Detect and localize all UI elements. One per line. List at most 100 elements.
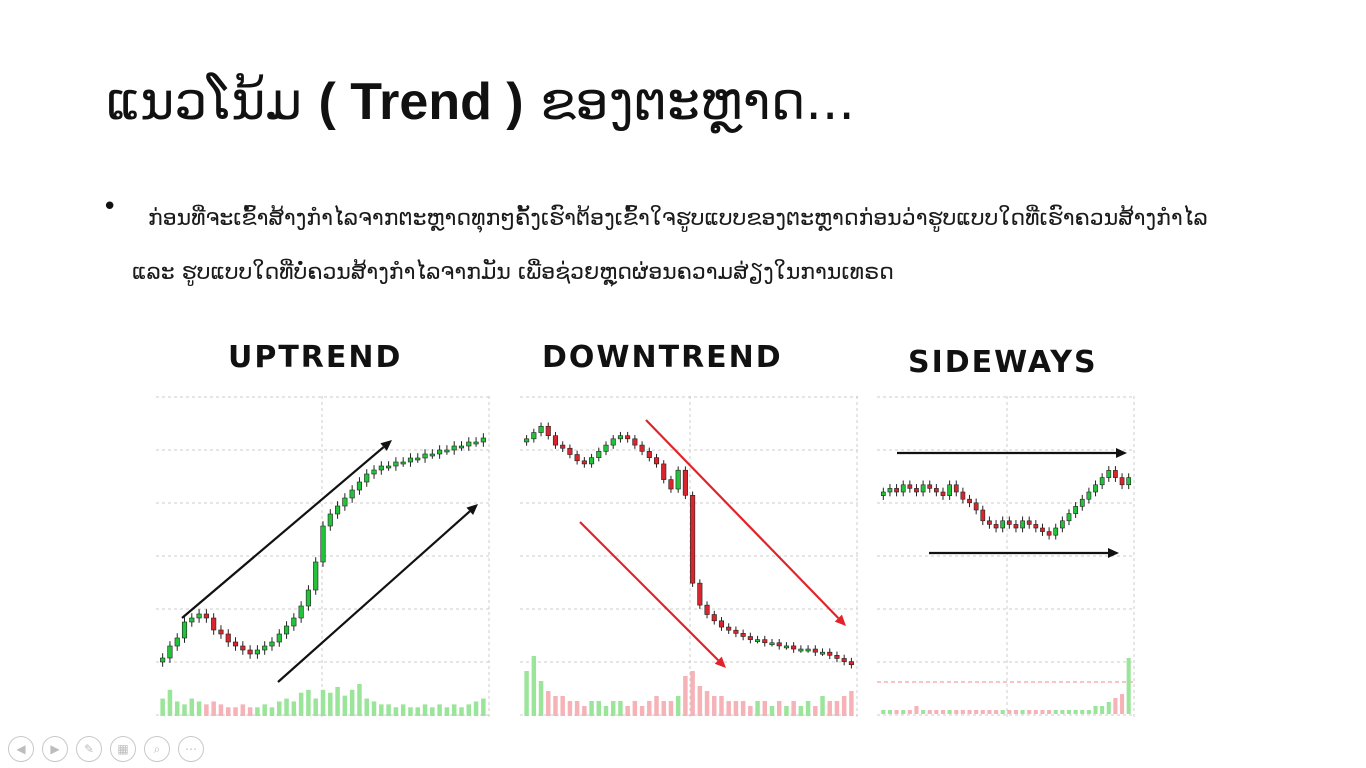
candle: [407, 457, 414, 463]
volume-bar: [798, 706, 804, 716]
volume-bar: [430, 707, 435, 716]
candle: [1053, 527, 1059, 536]
volume-bar: [298, 692, 304, 716]
volume-bar: [907, 710, 912, 714]
candle: [174, 637, 180, 647]
volume-bar: [719, 696, 724, 716]
candle: [356, 481, 363, 491]
candle: [552, 435, 559, 446]
volume-bar: [1040, 710, 1045, 714]
volume-bar: [820, 696, 825, 716]
volume-bar: [182, 704, 187, 716]
candle: [907, 484, 913, 489]
volume-bar: [813, 706, 818, 716]
candle: [1013, 524, 1019, 529]
volume-bar: [567, 701, 573, 716]
volume-bar: [574, 701, 580, 716]
volume-bar: [960, 710, 965, 714]
volume-bar: [762, 701, 768, 716]
candle: [378, 465, 384, 471]
candle: [181, 621, 188, 639]
volume-bar: [240, 704, 246, 716]
volume-bar: [1013, 710, 1019, 714]
candle: [247, 649, 253, 655]
volume-bar: [437, 704, 442, 716]
candle: [240, 645, 246, 651]
candle: [690, 495, 696, 584]
candle: [920, 484, 926, 493]
volume-bar: [712, 696, 717, 716]
sideways-chart: [877, 396, 1135, 718]
candle: [940, 491, 946, 496]
volume-bar: [887, 710, 893, 714]
candle: [776, 642, 782, 647]
volume-bar: [277, 701, 282, 716]
candle: [596, 451, 602, 458]
candle: [827, 651, 833, 656]
volume-bar: [1020, 710, 1025, 714]
candle: [269, 641, 275, 647]
volume-bar: [233, 707, 238, 716]
volume-bar: [481, 698, 486, 716]
candle: [726, 626, 732, 631]
volume-bar: [784, 706, 789, 716]
candle: [429, 453, 435, 457]
volume-bar: [1080, 710, 1085, 714]
see-all-slides-icon[interactable]: ▦: [110, 736, 136, 762]
title-lao-part2: ຂອງຕະຫຼາດ...: [523, 72, 855, 132]
candle: [668, 479, 674, 490]
candle: [320, 525, 326, 563]
candle: [704, 604, 710, 615]
volume-bar: [894, 710, 899, 714]
title-trend-word: ( Trend ): [318, 73, 524, 131]
pen-icon[interactable]: ✎: [76, 736, 102, 762]
volume-bar: [632, 701, 638, 716]
candle: [960, 491, 966, 500]
candle: [740, 633, 746, 637]
volume-bar: [596, 701, 602, 716]
candle: [574, 454, 580, 462]
volume-bar: [255, 707, 260, 716]
candle: [841, 658, 847, 662]
volume-bar: [1100, 706, 1105, 714]
candle: [894, 488, 899, 493]
next-slide-icon[interactable]: ▶: [42, 736, 68, 762]
candle: [1006, 520, 1012, 525]
volume-bar: [167, 689, 173, 716]
candle: [973, 502, 979, 511]
candle: [697, 582, 703, 606]
volume-bar: [335, 686, 340, 716]
candle: [953, 484, 959, 493]
volume-bar: [393, 707, 399, 716]
candle: [1046, 531, 1052, 536]
volume-bar: [841, 696, 847, 716]
volume-bar: [647, 701, 652, 716]
candle: [480, 437, 486, 443]
volume-bar: [1033, 710, 1038, 714]
candle: [567, 447, 573, 455]
candle: [458, 445, 465, 449]
bullet-marker: •: [102, 192, 118, 222]
volume-bar: [697, 686, 703, 716]
more-options-icon[interactable]: ⋯: [178, 736, 204, 762]
volume-bar: [291, 701, 297, 716]
volume-bar: [371, 701, 377, 716]
candle: [718, 620, 725, 628]
volume-bar: [834, 701, 840, 716]
volume-bar: [174, 701, 180, 716]
previous-slide-icon[interactable]: ◀: [8, 736, 34, 762]
candle: [834, 655, 840, 659]
volume-bar: [306, 689, 311, 716]
candle: [545, 425, 551, 436]
volume-bar: [618, 701, 623, 716]
volume-bar: [974, 710, 979, 714]
candle: [791, 645, 797, 650]
volume-bar: [218, 704, 224, 716]
volume-bar: [582, 706, 587, 716]
volume-bar: [328, 692, 333, 716]
volume-bar: [668, 701, 674, 716]
candle: [783, 645, 789, 649]
zoom-icon[interactable]: ⌕: [144, 736, 170, 762]
volume-bar: [1086, 710, 1091, 714]
candle: [1113, 470, 1118, 478]
